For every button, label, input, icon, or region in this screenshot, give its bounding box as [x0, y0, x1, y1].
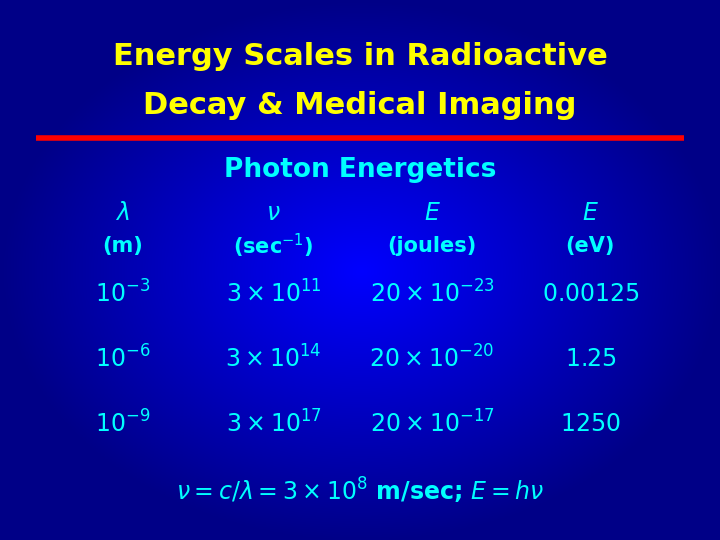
Text: $\nu = c/\lambda = 3\times10^{8}$ m/sec; $E = h\nu$: $\nu = c/\lambda = 3\times10^{8}$ m/sec;… — [176, 476, 544, 507]
Text: $20\times10^{-20}$: $20\times10^{-20}$ — [369, 346, 495, 373]
Text: $E$: $E$ — [582, 201, 599, 225]
Text: $\nu$: $\nu$ — [266, 201, 281, 225]
Text: Energy Scales in Radioactive: Energy Scales in Radioactive — [112, 42, 608, 71]
Text: (eV): (eV) — [566, 235, 615, 256]
Text: $0.00125$: $0.00125$ — [541, 282, 639, 306]
Text: $1250$: $1250$ — [560, 412, 621, 436]
Text: $3\times10^{11}$: $3\times10^{11}$ — [226, 281, 321, 308]
Text: $20\times10^{-23}$: $20\times10^{-23}$ — [369, 281, 495, 308]
Text: Photon Energetics: Photon Energetics — [224, 157, 496, 183]
Text: $20\times10^{-17}$: $20\times10^{-17}$ — [369, 410, 495, 437]
Text: $1.25$: $1.25$ — [564, 347, 616, 371]
Text: $10^{-9}$: $10^{-9}$ — [95, 410, 150, 437]
Text: (m): (m) — [102, 235, 143, 256]
Text: Decay & Medical Imaging: Decay & Medical Imaging — [143, 91, 577, 120]
Text: $E$: $E$ — [423, 201, 441, 225]
Text: $3\times10^{17}$: $3\times10^{17}$ — [225, 410, 322, 437]
Text: $3\times10^{14}$: $3\times10^{14}$ — [225, 346, 322, 373]
Text: $10^{-6}$: $10^{-6}$ — [94, 346, 150, 373]
Text: $10^{-3}$: $10^{-3}$ — [95, 281, 150, 308]
Text: $\lambda$: $\lambda$ — [115, 201, 130, 225]
Text: (sec$^{-1}$): (sec$^{-1}$) — [233, 232, 314, 260]
Text: (joules): (joules) — [387, 235, 477, 256]
